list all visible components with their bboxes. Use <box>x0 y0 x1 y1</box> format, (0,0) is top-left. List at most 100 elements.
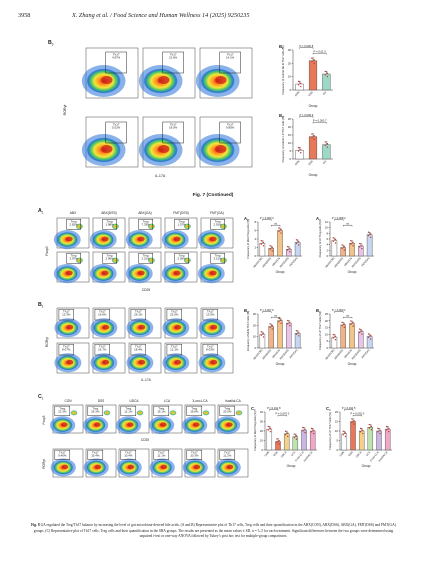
fig8a-bottom-flow-plot-gate-value: 2.96% <box>106 257 115 261</box>
fig8a-bottom-flow-plot-gate-label: Treg <box>179 254 185 258</box>
fig7-bottom-flow-plot-gate-label: Th17 <box>113 122 120 126</box>
fig8c-top-flow-plot-gate-label: Treg <box>191 406 197 410</box>
fig8b-chart-b3-y-tick-label: 0 <box>326 346 328 350</box>
fig7-bottom-flow-plot-core <box>215 145 227 153</box>
fig8a-chart-a2-x-tick-label: FMT(DSS) <box>279 256 290 268</box>
running-title: X. Zhang et al. / Food Science and Human… <box>72 12 250 19</box>
fig8a-bottom-flow-plot-gate <box>102 252 117 264</box>
fig7-caption: Fig. 7 (Continued) <box>193 192 234 198</box>
fig8a-top-flow-plot-gate-value: 7.33% <box>142 223 151 227</box>
fig8b-chart-b2-x-tick-label: ABX(DSS) <box>261 348 272 360</box>
fig8c-chart-c2-point <box>310 427 313 430</box>
fig8a-chart-a2-y-tick-label: 2 <box>254 246 256 250</box>
fig8a-chart-a2-x-tick-label: ABX(CON) <box>252 256 263 268</box>
fig7-chart-b1-x-tick-label: CON <box>294 90 301 97</box>
fig8c-chart-c3-y-tick-label: 5 <box>336 439 338 443</box>
fig8a-bottom-flow-plot-gate-label: Treg <box>71 254 77 258</box>
fig8a-top-flow-plot-core <box>209 236 217 242</box>
fig8a-chart-a2-bracket <box>262 219 272 221</box>
fig8c-column-header: LCA <box>164 399 171 403</box>
fig8a-bottom-flow-plot-gate-label: Treg <box>143 254 149 258</box>
fig8c-chart-c3-point <box>362 429 364 431</box>
fig8c-chart-c3-point <box>342 430 344 432</box>
fig8a-chart-a3-point <box>341 244 343 246</box>
fig7-top-flow-plot-gate-label: Th17 <box>170 52 177 56</box>
fig8c-chart-c3-point <box>379 429 381 431</box>
fig8a-top-flow-plot-gate-label: Treg <box>215 220 221 224</box>
fig8a-chart-a2-bar <box>268 248 274 257</box>
fig8b-top-flow-plot-gate <box>166 308 182 321</box>
fig7-bottom-flow-plot-gate <box>219 121 241 144</box>
fig8c-chart-c3-x-tick-label: UDCA <box>355 450 363 458</box>
fig7-chart-b2-y-label: Frequency of colonic LP Th17 cells (%) <box>281 116 285 163</box>
fig8a-chart-a3-bracket <box>343 225 353 227</box>
fig8b-top-flow-plot-gate-value: 26.1% <box>134 313 143 317</box>
fig8b-chart-b3-point <box>361 333 363 335</box>
fig8b-chart-b3-point <box>334 338 337 341</box>
fig8a-chart-a3-point <box>343 245 345 248</box>
fig8b-bottom-flow-plot-gate-label: Th17 <box>63 345 70 349</box>
fig7-chart-b2-point <box>300 148 302 151</box>
fig8a-bottom-flow-plot-core <box>137 270 145 276</box>
fig8c-bottom-flow-plot-core <box>127 464 135 470</box>
fig8a-chart-a3-point <box>343 249 345 251</box>
fig8c-top-flow-plot-gate-value: 20.0% <box>223 409 232 413</box>
fig8c-chart-c3-bar <box>358 430 365 451</box>
fig8c-chart-c3-point <box>362 432 364 435</box>
fig8a-column-header: FMT(DSS) <box>173 211 189 215</box>
fig8a-chart-a2-p-value: P = 0.000 3 <box>260 216 274 220</box>
fig7-chart-b1-point <box>297 80 300 83</box>
caption-text: GA regulated the Treg/Th17 balance by in… <box>33 523 396 539</box>
fig8b-top-flow-plot-gate-value: 13.5% <box>206 313 215 317</box>
fig8a-chart-a2-y-label: Frequency of MLN Treg cells (%) <box>246 219 250 258</box>
fig7-chart-b1-bar <box>322 73 331 91</box>
fig8c-top-flow-plot-sub-population <box>136 410 144 416</box>
fig8a-chart-a2-point <box>280 228 282 231</box>
fig8b-panel-label: B <box>38 302 42 308</box>
fig8c-top-flow-plot-core <box>226 422 233 427</box>
fig8c-top-flow-plot-gate-label: Treg <box>224 406 230 410</box>
fig8c-bottom-flow-plot-gate-label: Th17 <box>125 450 132 454</box>
fig8b-top-flow-plot-gate <box>202 308 218 321</box>
fig7-top-flow-plot-core <box>215 76 227 84</box>
fig8b-top-flow-plot-gate <box>94 308 110 321</box>
fig8a-chart-a2-point <box>298 240 300 243</box>
fig7-chart-b2-y-tick-label: 10 <box>288 141 292 145</box>
fig7-chart-b2-bar <box>295 149 304 160</box>
fig8c-chart-c3-bar <box>367 427 374 451</box>
fig8a-chart-a2-point <box>269 245 271 247</box>
fig7-chart-b2-point <box>313 135 315 137</box>
fig8a-panel-label: A <box>38 208 42 214</box>
fig7-bottom-flow-plot-core <box>158 145 170 153</box>
fig8b-chart-b3-y-tick-label: 25 <box>325 312 329 316</box>
fig8a-top-flow-plot-gate <box>174 218 189 230</box>
fig7-chart-b2-point <box>300 152 302 154</box>
fig8a-column-header: ABX(GA) <box>138 211 152 215</box>
fig8c-bottom-flow-plot-gate-label: Th17 <box>92 450 99 454</box>
fig7-chart-b2-point <box>324 144 326 147</box>
fig8a-chart-a2-point <box>271 250 273 252</box>
fig8a-chart-a3-x-label: Group <box>348 270 357 274</box>
fig8b-chart-b3-point <box>350 320 352 322</box>
fig7-bottom-flow-plot-gate <box>162 121 184 144</box>
fig8c-bottom-flow-plot-gate-value: 10.4% <box>124 453 133 457</box>
fig7-chart-b2-x-tick-label: GA <box>322 159 328 165</box>
fig8a-chart-a3-point <box>367 231 370 233</box>
fig8b-chart-b3-point <box>370 338 372 340</box>
fig8c-chart-c2-x-tick-label: UDCA <box>280 450 288 458</box>
fig8b-bottom-flow-plot-gate-label: Th17 <box>171 345 178 349</box>
fig8c-top-flow-plot-sub-population <box>103 410 111 416</box>
fig8a-chart-a2-point <box>260 240 262 242</box>
fig8c-top-flow-plot-core <box>160 422 167 427</box>
fig8c-bottom-flow-plot-core <box>193 464 201 470</box>
fig8a-chart-a2-bar <box>294 242 301 257</box>
fig8c-chart-c3-bracket <box>352 415 362 417</box>
fig8c-top-flow-plot-gate-label: Treg <box>92 406 98 410</box>
fig8c-chart-c3-point <box>351 421 353 424</box>
fig8c-top-flow-plot-gate-label: Treg <box>59 406 65 410</box>
fig8c-chart-c3-bar <box>384 428 391 451</box>
fig8b-chart-b2-x-tick-label: ABX(GA) <box>271 348 281 359</box>
fig8c-chart-c2-point <box>295 435 298 437</box>
fig8a-bottom-flow-plot-sub-population <box>183 257 192 264</box>
